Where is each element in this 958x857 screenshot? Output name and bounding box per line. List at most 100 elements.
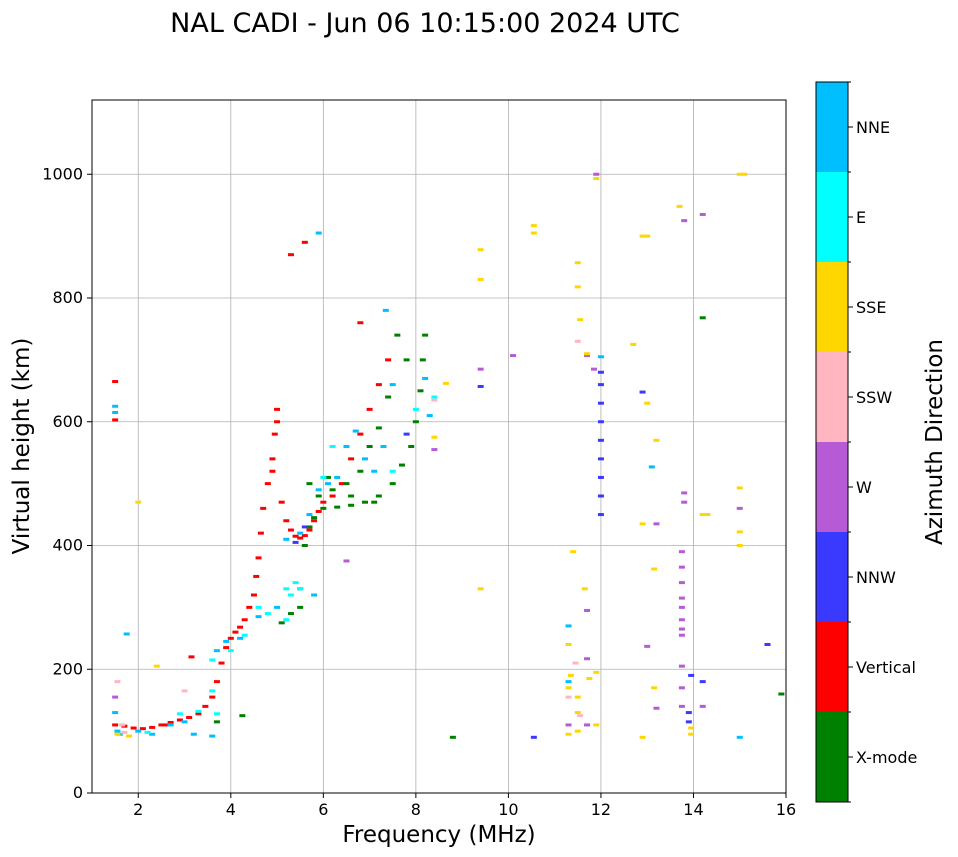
data-point <box>565 680 572 684</box>
data-point <box>385 358 392 362</box>
data-point <box>597 475 604 479</box>
data-point <box>648 465 655 469</box>
data-point <box>577 318 584 322</box>
data-point <box>306 513 313 517</box>
trace-nnw <box>292 370 771 739</box>
data-point <box>477 384 484 388</box>
data-point <box>431 435 438 439</box>
data-point <box>741 172 748 176</box>
colorbar-label: NNE <box>856 118 890 137</box>
data-point <box>255 556 262 560</box>
data-point <box>699 316 706 320</box>
data-point <box>292 581 299 585</box>
data-point <box>283 587 290 591</box>
data-point <box>241 618 248 622</box>
data-point <box>653 438 660 442</box>
data-point <box>431 395 438 399</box>
data-point <box>385 395 392 399</box>
data-point <box>375 383 382 387</box>
data-point <box>593 177 600 181</box>
colorbar-segment <box>816 442 848 532</box>
data-point <box>389 469 396 473</box>
data-point <box>417 389 424 393</box>
data-point <box>375 426 382 430</box>
data-point <box>176 718 183 722</box>
data-point <box>283 519 290 523</box>
data-point <box>209 734 216 738</box>
data-point <box>565 723 572 727</box>
data-point <box>232 630 239 634</box>
data-point <box>403 432 410 436</box>
data-point <box>112 695 119 699</box>
x-tick-label: 16 <box>776 800 796 819</box>
data-point <box>419 358 426 362</box>
data-point <box>565 686 572 690</box>
colorbar-label: Vertical <box>856 658 916 677</box>
data-point <box>348 503 355 507</box>
data-point <box>218 661 225 665</box>
data-point <box>343 445 350 448</box>
data-point <box>287 593 294 597</box>
plot-background <box>92 100 786 793</box>
data-point <box>352 429 359 433</box>
data-point <box>190 732 197 736</box>
data-point <box>338 482 345 486</box>
data-point <box>699 680 706 684</box>
y-tick-label: 800 <box>52 288 83 307</box>
data-point <box>324 482 331 486</box>
data-point <box>681 219 688 223</box>
x-tick-label: 2 <box>133 800 143 819</box>
data-point <box>597 457 604 461</box>
data-point <box>389 383 396 387</box>
colorbar-frame <box>815 81 849 803</box>
data-point <box>477 587 484 591</box>
data-point <box>371 500 378 504</box>
data-point <box>567 673 574 677</box>
data-point <box>227 636 234 640</box>
data-point <box>565 695 572 699</box>
data-point <box>186 716 193 720</box>
data-point <box>357 469 364 473</box>
colorbar-label: E <box>856 208 866 227</box>
data-point <box>431 398 438 402</box>
data-point <box>121 730 128 734</box>
data-point <box>574 695 581 699</box>
y-tick-label: 200 <box>52 659 83 678</box>
data-point <box>246 605 253 609</box>
x-tick-label: 4 <box>226 800 236 819</box>
data-point <box>704 513 711 517</box>
x-tick-label: 14 <box>683 800 703 819</box>
colorbar-segment <box>816 532 848 622</box>
data-point <box>269 469 276 473</box>
data-point <box>334 475 341 479</box>
x-tick-label: 10 <box>498 800 518 819</box>
data-point <box>584 352 591 356</box>
data-point <box>167 723 174 727</box>
data-point <box>597 420 604 424</box>
data-point <box>297 531 304 535</box>
y-tick-label: 0 <box>73 783 83 802</box>
data-point <box>167 720 174 724</box>
data-point <box>213 680 220 684</box>
y-tick-label: 400 <box>52 536 83 555</box>
data-point <box>572 661 579 665</box>
data-point <box>380 445 387 448</box>
colorbar-label: NNW <box>856 568 896 587</box>
data-point <box>213 649 220 653</box>
data-point <box>237 625 244 629</box>
data-point <box>135 500 142 504</box>
data-point <box>408 445 415 448</box>
data-point <box>412 420 419 424</box>
data-point <box>264 612 271 616</box>
data-point <box>530 231 537 235</box>
data-point <box>112 723 119 727</box>
data-point <box>678 605 685 609</box>
data-point <box>394 333 401 337</box>
data-point <box>597 401 604 405</box>
data-point <box>315 509 322 513</box>
data-point <box>264 482 271 486</box>
data-point <box>565 624 572 628</box>
colorbar-label: X-mode <box>856 748 917 767</box>
data-point <box>112 404 119 408</box>
